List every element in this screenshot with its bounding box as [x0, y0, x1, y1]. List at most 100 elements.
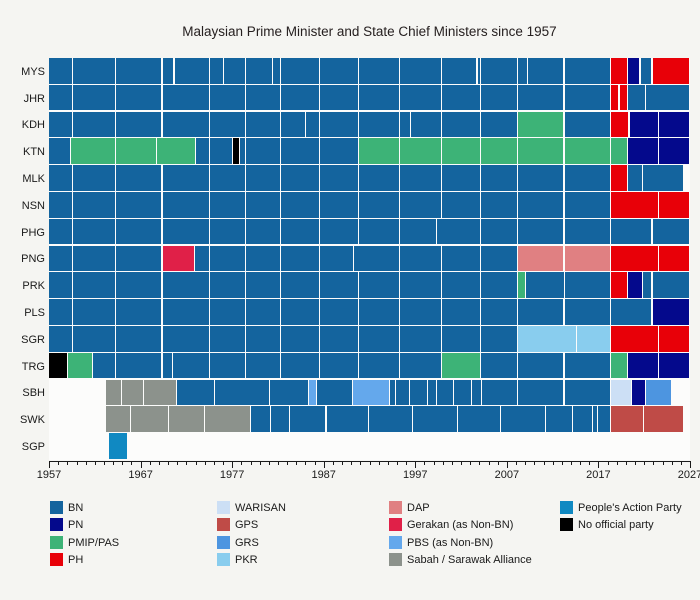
- segment-MYS-BN: [162, 58, 174, 84]
- segment-KTN-PN: [627, 138, 658, 164]
- segment-SWK-BN: [368, 406, 412, 432]
- segment-JHR-BN: [162, 84, 210, 111]
- segment-KTN-BN: [195, 138, 210, 164]
- segment-PRK-PAS: [517, 272, 525, 298]
- segment-SWK-BN: [251, 406, 270, 432]
- segment-MLK-BN: [280, 165, 320, 191]
- segment-MLK-BN: [320, 165, 358, 191]
- segment-JHR-BN: [517, 84, 564, 111]
- segment-KTN-PN: [658, 138, 689, 164]
- row-label-PRK: PRK: [22, 280, 45, 293]
- segment-SWK-SSA: [105, 406, 131, 432]
- segment-TRG-BN: [115, 352, 162, 379]
- legend-label-DAP: DAP: [407, 502, 430, 514]
- segment-PNG-PH: [658, 245, 689, 272]
- segment-PHG-BN: [564, 218, 611, 245]
- segment-PLS-BN: [72, 299, 115, 325]
- segment-PHG-BN: [652, 218, 689, 245]
- segment-SWK-SSA: [131, 406, 168, 432]
- segment-JHR-BN: [210, 84, 245, 111]
- segment-KDH-BN: [441, 111, 481, 138]
- row-label-KDH: KDH: [21, 119, 45, 132]
- segment-MLK-BN: [162, 165, 210, 191]
- segment-MLK-BN: [399, 165, 441, 191]
- segment-JHR-PH: [619, 84, 627, 111]
- segment-TRG-BN: [358, 352, 399, 379]
- legend-label-GPS: GPS: [235, 519, 259, 532]
- segment-PNG-BN: [72, 245, 115, 272]
- segment-PLS-BN: [517, 299, 564, 325]
- row-label-TRG: TRG: [21, 360, 45, 373]
- legend-swatch-PN: [50, 518, 63, 532]
- segment-PRK-BN: [481, 272, 517, 298]
- segment-MYS-BN: [210, 58, 223, 84]
- segment-JHR-BN: [245, 84, 280, 111]
- segment-NSN-BN: [72, 192, 115, 218]
- row-label-MYS: MYS: [21, 65, 45, 78]
- segment-PHG-BN: [210, 218, 245, 245]
- row-label-PLS: PLS: [24, 307, 45, 319]
- segment-KDH-BN: [245, 111, 280, 138]
- segment-PNG-BN: [245, 245, 280, 272]
- segment-SGP-PAP: [108, 433, 127, 459]
- segment-TRG-BN: [481, 352, 517, 379]
- segment-NSN-BN: [49, 192, 72, 218]
- segment-SWK-BN: [270, 406, 289, 432]
- segment-PLS-BN: [280, 299, 320, 325]
- segment-PRK-BN: [162, 272, 210, 298]
- segment-NSN-BN: [245, 192, 280, 218]
- row-label-SGR: SGR: [21, 333, 45, 346]
- segment-PNG-BN: [115, 245, 162, 272]
- segment-SWK-BN: [458, 406, 501, 432]
- segment-SWK-GPS: [644, 406, 684, 432]
- segment-NSN-BN: [320, 192, 358, 218]
- segment-MYS-BN: [481, 58, 517, 84]
- segment-MLK-BN: [115, 165, 162, 191]
- segment-SBH-SSA: [144, 379, 177, 406]
- segment-PRK-PH: [611, 272, 627, 298]
- segment-JHR-BN: [320, 84, 358, 111]
- segment-PRK-BN: [526, 272, 564, 298]
- segment-PLS-PN: [652, 299, 689, 325]
- segment-JHR-BN: [358, 84, 399, 111]
- segment-SBH-BN: [428, 379, 437, 406]
- segment-SWK-BN: [289, 406, 326, 432]
- segment-SBH-PN: [632, 379, 645, 406]
- segment-SWK-GPS: [611, 406, 644, 432]
- segment-TRG-PN: [658, 352, 689, 379]
- legend-label-PAP: People's Action Party: [578, 502, 682, 514]
- segment-KTN-BN: [245, 138, 280, 164]
- segment-PRK-BN: [441, 272, 481, 298]
- segment-SBH-BN: [564, 379, 611, 406]
- segment-SWK-BN: [572, 406, 592, 432]
- segment-KTN-BN: [320, 138, 358, 164]
- segment-MYS-BN: [72, 58, 115, 84]
- legend-swatch-BN: [50, 501, 63, 514]
- segment-SBH-BN: [214, 379, 269, 406]
- segment-TRG-BN: [280, 352, 320, 379]
- segment-NSN-BN: [210, 192, 245, 218]
- segment-SWK-BN: [412, 406, 458, 432]
- segment-KTN-PAS: [481, 138, 517, 164]
- segment-KTN-PAS: [358, 138, 399, 164]
- segment-JHR-BN: [481, 84, 517, 111]
- segment-MYS-BN: [564, 58, 611, 84]
- row-label-SGP: SGP: [21, 441, 45, 453]
- segment-PNG-BN: [210, 245, 245, 272]
- segment-TRG-PN: [627, 352, 658, 379]
- segment-KTN-BN: [280, 138, 320, 164]
- legend-label-WARISAN: WARISAN: [235, 502, 286, 514]
- legend-label-PAS: PMIP/PAS: [68, 536, 120, 549]
- segment-PLS-BN: [358, 299, 399, 325]
- segment-TRG-PAS: [441, 352, 481, 379]
- segment-PLS-BN: [611, 299, 652, 325]
- segment-SGR-PH: [611, 326, 658, 352]
- segment-TRG-BN: [399, 352, 441, 379]
- segment-KTN-PAS: [115, 138, 156, 164]
- segment-MYS-BN: [49, 58, 72, 84]
- row-label-JHR: JHR: [23, 92, 45, 105]
- segment-MLK-BN: [517, 165, 564, 191]
- segment-PHG-BN: [245, 218, 280, 245]
- segment-TRG-BN: [172, 352, 210, 379]
- segment-SGR-PKR: [517, 326, 577, 352]
